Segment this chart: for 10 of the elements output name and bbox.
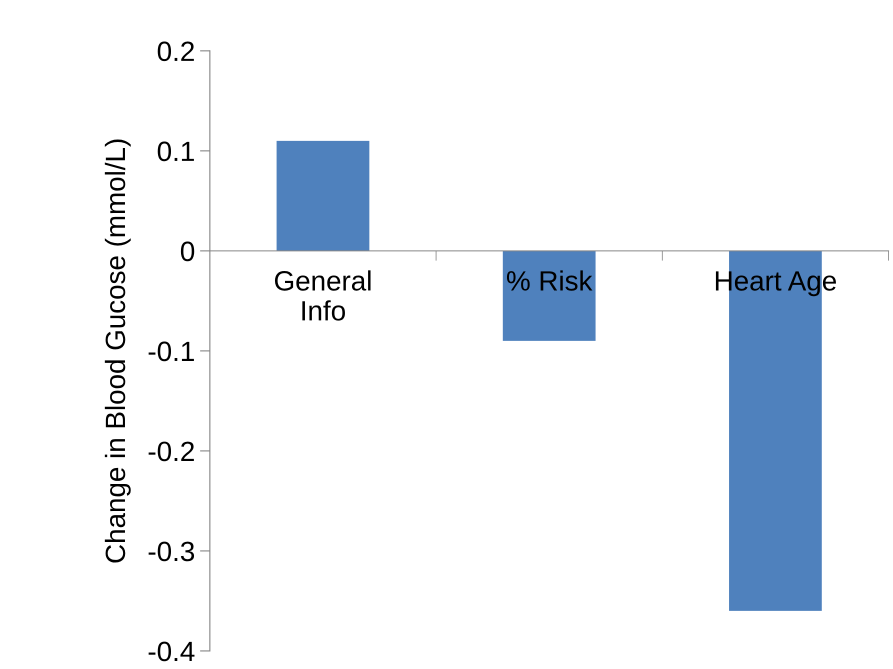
x-tick-label: % Risk <box>506 270 592 291</box>
y-tick-label: -0.2 <box>148 442 194 462</box>
y-tick-label: -0.1 <box>148 342 194 362</box>
y-tick-label: -0.3 <box>148 542 194 562</box>
y-tick-label: 0.2 <box>158 42 194 62</box>
y-tick-label: 0.1 <box>158 142 194 162</box>
x-tick-label: General Info <box>274 270 371 321</box>
y-tick-label: 0 <box>180 242 194 262</box>
y-axis-title: Change in Blood Gucose (mmol/L) <box>104 140 131 563</box>
y-tick-label: -0.4 <box>148 642 194 662</box>
